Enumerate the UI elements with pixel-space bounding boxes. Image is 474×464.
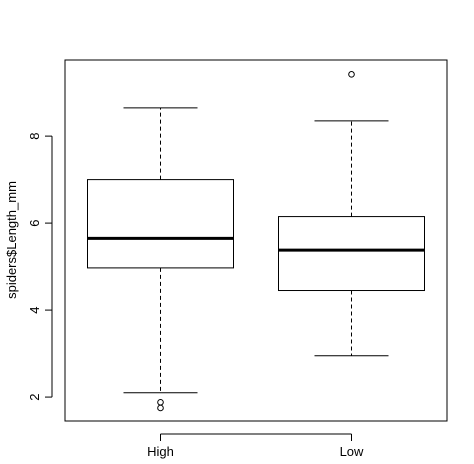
y-tick-label: 6 bbox=[27, 219, 42, 226]
y-axis-label: spiders$Length_mm bbox=[4, 181, 19, 299]
box-low bbox=[278, 71, 425, 357]
y-tick-label: 8 bbox=[27, 132, 42, 139]
y-axis: 2 4 6 8 bbox=[27, 132, 53, 401]
box-high bbox=[87, 107, 234, 412]
iqr-box bbox=[87, 179, 234, 269]
y-tick-label: 2 bbox=[27, 393, 42, 400]
outlier-point bbox=[157, 398, 164, 406]
x-axis: High Low bbox=[147, 433, 364, 459]
plot-frame bbox=[64, 59, 448, 422]
iqr-box bbox=[278, 216, 425, 292]
y-tick-label: 4 bbox=[27, 306, 42, 313]
outlier-point bbox=[157, 404, 164, 412]
x-tick-label: High bbox=[147, 444, 174, 459]
x-tick-label: Low bbox=[340, 444, 364, 459]
outlier-point bbox=[348, 71, 355, 78]
boxes-group bbox=[87, 71, 425, 412]
